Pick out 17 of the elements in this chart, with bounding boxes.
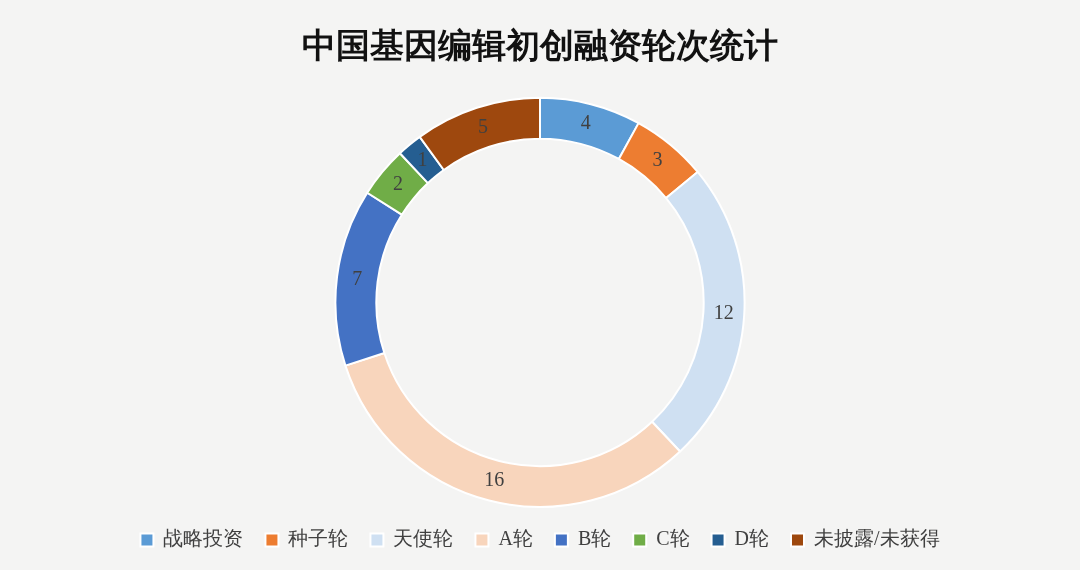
legend-label: 天使轮	[393, 527, 454, 550]
data-label: 4	[580, 111, 591, 134]
data-label: 7	[352, 266, 363, 289]
data-label: 3	[652, 147, 663, 170]
legend-label: 种子轮	[288, 527, 349, 550]
legend-label: 战略投资	[163, 527, 244, 550]
legend-label: C轮	[656, 527, 690, 550]
data-label: 12	[713, 301, 734, 324]
data-label: 2	[393, 172, 404, 195]
legend-label: D轮	[734, 527, 770, 550]
data-label: 1	[417, 147, 428, 170]
legend-label: B轮	[577, 527, 612, 550]
chart-title: 中国基因编辑初创融资轮次统计	[302, 27, 778, 65]
legend-label: A轮	[498, 527, 533, 550]
data-label: 5	[478, 114, 489, 137]
data-label: 16	[484, 468, 505, 490]
legend-label: 未披露/未获得	[814, 527, 940, 550]
